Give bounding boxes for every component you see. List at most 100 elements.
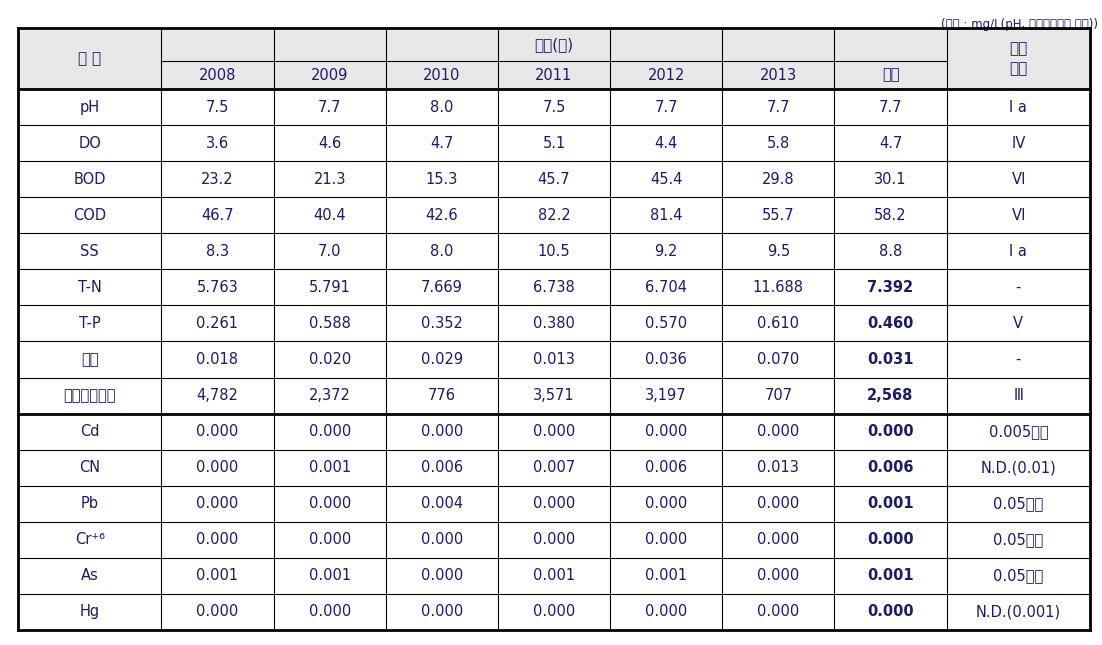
Text: 0.000: 0.000 (309, 532, 350, 548)
Text: 4.4: 4.4 (655, 135, 678, 150)
Text: -: - (1016, 280, 1022, 295)
Text: 0.000: 0.000 (421, 604, 463, 619)
Text: 9.5: 9.5 (767, 244, 790, 259)
Text: 8.0: 8.0 (430, 244, 454, 259)
Text: 11.688: 11.688 (753, 280, 803, 295)
Text: As: As (80, 568, 98, 583)
Text: 0.000: 0.000 (533, 424, 575, 439)
Text: 7.5: 7.5 (542, 99, 565, 115)
Text: 8.8: 8.8 (879, 244, 903, 259)
Text: Ⅳ: Ⅳ (1012, 135, 1025, 150)
Text: CN: CN (79, 460, 100, 475)
Text: 2008: 2008 (198, 68, 236, 83)
Text: 7.7: 7.7 (655, 99, 678, 115)
Text: 0.000: 0.000 (533, 604, 575, 619)
Text: 0.031: 0.031 (867, 352, 914, 367)
Text: pH: pH (79, 99, 100, 115)
Text: 0.013: 0.013 (533, 352, 575, 367)
Text: 0.000: 0.000 (645, 604, 688, 619)
Text: 0.000: 0.000 (196, 604, 238, 619)
Text: 연도(년): 연도(년) (534, 37, 573, 52)
Text: 페놀: 페놀 (80, 352, 98, 367)
Text: 9.2: 9.2 (655, 244, 678, 259)
Text: Ⅵ: Ⅵ (1012, 172, 1025, 186)
Text: 2,568: 2,568 (867, 388, 914, 403)
Text: 2,372: 2,372 (309, 388, 350, 403)
Bar (18, 28, 1090, 89)
Text: 0.000: 0.000 (867, 424, 914, 439)
Text: 0.000: 0.000 (645, 424, 688, 439)
Text: 8.3: 8.3 (206, 244, 229, 259)
Text: 7.7: 7.7 (767, 99, 790, 115)
Text: 58.2: 58.2 (874, 208, 907, 223)
Text: 40.4: 40.4 (313, 208, 346, 223)
Text: 3,571: 3,571 (533, 388, 575, 403)
Text: 0.020: 0.020 (309, 352, 350, 367)
Text: 21.3: 21.3 (313, 172, 346, 186)
Text: 4.6: 4.6 (318, 135, 342, 150)
Text: 6.738: 6.738 (533, 280, 575, 295)
Text: 45.4: 45.4 (650, 172, 682, 186)
Text: 5.763: 5.763 (196, 280, 238, 295)
Text: 0.000: 0.000 (196, 532, 238, 548)
Text: 5.8: 5.8 (767, 135, 790, 150)
Text: 0.000: 0.000 (757, 424, 799, 439)
Text: Cr⁺⁶: Cr⁺⁶ (75, 532, 105, 548)
Text: 0.610: 0.610 (757, 316, 799, 331)
Text: 0.001: 0.001 (196, 568, 238, 583)
Text: 55.7: 55.7 (763, 208, 795, 223)
Text: 0.001: 0.001 (309, 568, 350, 583)
Text: 0.036: 0.036 (646, 352, 688, 367)
Text: 0.000: 0.000 (533, 532, 575, 548)
Text: 0.000: 0.000 (757, 496, 799, 511)
Text: Pb: Pb (80, 496, 99, 511)
Text: 776: 776 (428, 388, 456, 403)
Text: 0.029: 0.029 (421, 352, 463, 367)
Text: 7.392: 7.392 (867, 280, 914, 295)
Text: 0.000: 0.000 (645, 532, 688, 548)
Text: 0.000: 0.000 (196, 496, 238, 511)
Text: COD: COD (73, 208, 106, 223)
Text: 45.7: 45.7 (538, 172, 571, 186)
Text: Hg: Hg (79, 604, 100, 619)
Text: 46.7: 46.7 (202, 208, 234, 223)
Text: 0.007: 0.007 (533, 460, 575, 475)
Text: 0.05이하: 0.05이하 (993, 532, 1044, 548)
Text: T-N: T-N (78, 280, 101, 295)
Text: 10.5: 10.5 (538, 244, 571, 259)
Text: 82.2: 82.2 (538, 208, 571, 223)
Text: V: V (1014, 316, 1024, 331)
Text: 평균: 평균 (882, 68, 899, 83)
Text: 7.0: 7.0 (317, 244, 342, 259)
Text: 0.05이하: 0.05이하 (993, 496, 1044, 511)
Text: 30.1: 30.1 (874, 172, 907, 186)
Text: Ⅲ: Ⅲ (1014, 388, 1024, 403)
Text: 2009: 2009 (311, 68, 348, 83)
Text: 0.070: 0.070 (757, 352, 799, 367)
Text: 3,197: 3,197 (646, 388, 687, 403)
Text: 0.000: 0.000 (309, 604, 350, 619)
Text: BOD: BOD (74, 172, 106, 186)
Text: 0.588: 0.588 (309, 316, 350, 331)
Text: 2012: 2012 (648, 68, 684, 83)
Text: 5.791: 5.791 (309, 280, 350, 295)
Text: 환경
기준: 환경 기준 (1009, 41, 1027, 76)
Text: 0.05이하: 0.05이하 (993, 568, 1044, 583)
Text: 0.001: 0.001 (533, 568, 575, 583)
Text: 2013: 2013 (759, 68, 797, 83)
Text: 0.000: 0.000 (867, 604, 914, 619)
Text: 0.004: 0.004 (421, 496, 463, 511)
Text: 4.7: 4.7 (430, 135, 454, 150)
Text: 0.000: 0.000 (757, 532, 799, 548)
Text: 0.001: 0.001 (309, 460, 350, 475)
Text: 7.669: 7.669 (421, 280, 463, 295)
Text: (단위 : mg/L(pH, 총대장균균수 제외)): (단위 : mg/L(pH, 총대장균균수 제외)) (941, 18, 1098, 31)
Text: 0.006: 0.006 (421, 460, 463, 475)
Text: 7.7: 7.7 (317, 99, 342, 115)
Text: 8.0: 8.0 (430, 99, 454, 115)
Text: 0.001: 0.001 (645, 568, 688, 583)
Text: 0.000: 0.000 (196, 460, 238, 475)
Text: 총대장균균수: 총대장균균수 (64, 388, 116, 403)
Text: 4.7: 4.7 (879, 135, 903, 150)
Text: -: - (1016, 352, 1022, 367)
